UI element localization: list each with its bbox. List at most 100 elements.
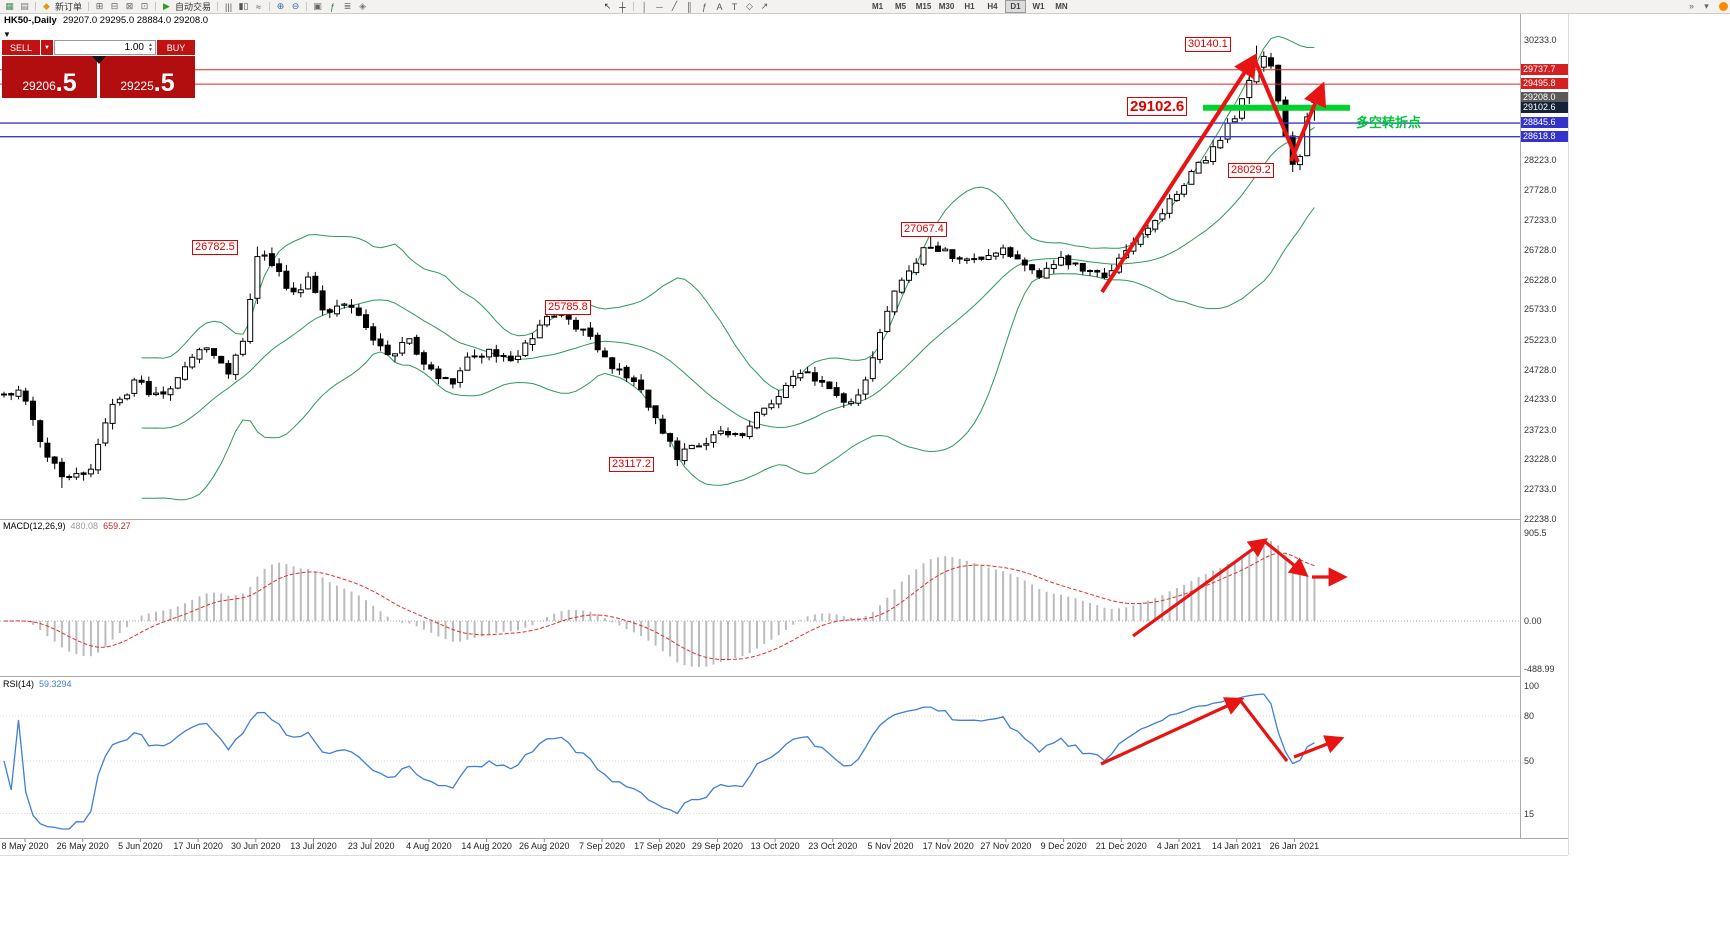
- pivot-note-text[interactable]: 多空转折点: [1356, 115, 1422, 130]
- timeframe-m30-button[interactable]: M30: [938, 2, 955, 11]
- timeframe-h4-button[interactable]: H4: [987, 2, 998, 11]
- candlestick-series[interactable]: [1, 45, 1318, 488]
- horizontal-level-lines[interactable]: [0, 69, 1520, 138]
- price-annotation[interactable]: 23117.2: [609, 457, 654, 472]
- macd-indicator-label: MACD(12,26,9) 480.08 659.27: [3, 521, 131, 531]
- volume-spinner[interactable]: ▲ ▼: [146, 41, 155, 54]
- rsi-level-lines: [0, 715, 1520, 814]
- notification-dot-icon[interactable]: [1719, 2, 1728, 11]
- sell-dropdown-icon[interactable]: ▼: [41, 40, 53, 55]
- label-icon[interactable]: T: [731, 1, 738, 12]
- price-annotation[interactable]: 28029.2: [1228, 163, 1274, 178]
- timeframe-m5-button[interactable]: M5: [894, 2, 907, 11]
- toolbar-menu-icon[interactable]: ▾: [1704, 1, 1709, 12]
- zoom-out-icon[interactable]: ⊖: [291, 1, 300, 11]
- macd-panel-divider[interactable]: [0, 519, 1568, 520]
- symbol-timeframe-label: HK50-,Daily: [4, 15, 57, 26]
- new-chart-icon[interactable]: ▦: [5, 1, 14, 11]
- date-label: 26 Jan 2021: [1269, 841, 1320, 851]
- date-label: 26 May 2020: [56, 841, 109, 851]
- timeframe-w1-button[interactable]: W1: [1032, 2, 1045, 11]
- data-window-icon[interactable]: ⊟: [110, 1, 119, 11]
- date-label: 23 Oct 2020: [808, 841, 858, 851]
- rsi-tick-label: 100: [1524, 681, 1540, 691]
- profiles-icon[interactable]: ▤: [20, 1, 29, 11]
- buy-price: 29225: [120, 79, 154, 93]
- price-annotation[interactable]: 29102.6: [1127, 97, 1188, 116]
- price-badge-pivot: 29102.6: [1521, 101, 1568, 113]
- date-label: 14 Jan 2021: [1211, 841, 1262, 851]
- sell-price-button[interactable]: 29206.5: [2, 56, 97, 98]
- zoom-in-icon[interactable]: ⊕: [276, 1, 285, 11]
- date-label: 13 Jul 2020: [290, 841, 337, 851]
- navigator-icon[interactable]: ⊠: [125, 1, 134, 11]
- chart-canvas[interactable]: [0, 0, 1520, 853]
- rsi-tick-label: 80: [1524, 711, 1535, 721]
- macd-histogram: [10, 541, 1316, 667]
- price-tick-label: 24233.0: [1524, 394, 1557, 405]
- date-axis-divider: [0, 838, 1568, 839]
- date-label: 5 Nov 2020: [867, 841, 914, 851]
- buy-price-pips: .5: [153, 69, 175, 97]
- market-watch-icon[interactable]: ⊞: [95, 1, 104, 11]
- timeframe-m1-button[interactable]: M1: [871, 2, 884, 11]
- price-tick-label: 27728.0: [1524, 185, 1557, 195]
- bar-chart-icon[interactable]: |||: [225, 1, 233, 12]
- timeframe-h1-button[interactable]: H1: [964, 2, 975, 11]
- window-bottom-edge: [0, 855, 1568, 856]
- text-icon[interactable]: A: [716, 1, 723, 12]
- arrow-tool-icon[interactable]: ↗: [760, 1, 769, 11]
- sell-button[interactable]: SELL: [2, 40, 40, 55]
- toolbar-more-icon[interactable]: »: [1688, 1, 1694, 12]
- toolbar-separator: [306, 2, 308, 11]
- channel-icon[interactable]: ║: [686, 1, 693, 12]
- cursor-icon[interactable]: ↖: [603, 1, 612, 11]
- toolbar-timeframe-group: M1 M5 M15 M30 H1 H4 D1 W1 MN: [866, 0, 1073, 13]
- price-annotation[interactable]: 25785.8: [545, 300, 591, 315]
- price-annotation[interactable]: 26782.5: [192, 240, 238, 255]
- indicator-list-icon[interactable]: ≣: [343, 1, 352, 11]
- rsi-panel-divider[interactable]: [0, 676, 1568, 677]
- fibonacci-icon[interactable]: ƒ: [701, 1, 707, 12]
- price-annotation[interactable]: 30140.1: [1185, 37, 1231, 52]
- spinner-up-icon[interactable]: ▲: [148, 41, 153, 48]
- buy-price-button[interactable]: 29225.5: [100, 56, 195, 98]
- price-axis[interactable]: 30233.0 28223.0 27728.0 27233.0 26728.0 26228…: [1521, 14, 1568, 838]
- volume-input[interactable]: [55, 41, 146, 54]
- vertical-line-icon[interactable]: │: [641, 1, 648, 12]
- new-order-label[interactable]: 新订单: [55, 2, 83, 12]
- price-tick-label: 25223.0: [1524, 335, 1557, 345]
- line-chart-icon[interactable]: ≈: [256, 1, 261, 12]
- price-tick-label: 30233.0: [1524, 35, 1557, 45]
- buy-button[interactable]: BUY: [157, 40, 195, 55]
- shapes-icon[interactable]: ◇: [746, 1, 753, 11]
- autotrading-label[interactable]: 自动交易: [175, 2, 212, 12]
- terminal-icon[interactable]: ⊡: [140, 1, 149, 11]
- timeframe-d1-button[interactable]: D1: [1005, 0, 1026, 13]
- date-axis[interactable]: 8 May 2020 26 May 2020 5 Jun 2020 17 Jun 20…: [0, 839, 1520, 854]
- price-tick-label: 27233.0: [1524, 214, 1557, 225]
- tile-windows-icon[interactable]: ▣: [313, 1, 322, 11]
- crosshair-icon[interactable]: ┼: [619, 1, 626, 12]
- timeframe-mn-button[interactable]: MN: [1055, 2, 1068, 11]
- trend-arrows[interactable]: [1100, 52, 1348, 766]
- indicators-icon[interactable]: ƒ: [330, 1, 336, 12]
- rsi-tick-label: 50: [1524, 756, 1535, 766]
- new-order-icon[interactable]: ◆: [43, 1, 50, 11]
- toolbar-separator: [155, 2, 157, 11]
- horizontal-line-icon[interactable]: ─: [656, 1, 663, 12]
- toolbar-left-group: ▦ ▤ ◆ 新订单 ⊞ ⊟ ⊠ ⊡ ▶ 自动交易 ||| ▮▯ ≈ ⊕ ⊖ ▣ ƒ ≣ ◈: [2, 0, 370, 13]
- spinner-down-icon[interactable]: ▼: [148, 46, 153, 53]
- candlestick-chart-icon[interactable]: ▮▯: [238, 1, 249, 11]
- trade-panel-toggle-icon[interactable]: ▼: [3, 30, 11, 39]
- templates-icon[interactable]: ◈: [359, 1, 366, 11]
- trendline-icon[interactable]: ╱: [671, 1, 678, 11]
- macd-tick-label: 0.00: [1524, 616, 1542, 626]
- price-badge-red: 29737.7: [1521, 63, 1568, 75]
- timeframe-m15-button[interactable]: M15: [915, 2, 932, 11]
- price-tick-label: 22238.0: [1524, 513, 1557, 524]
- autotrading-icon[interactable]: ▶: [163, 1, 170, 11]
- price-tick-label: 26228.0: [1524, 274, 1557, 285]
- price-annotation[interactable]: 27067.4: [901, 222, 947, 237]
- toolbar-draw-group: ↖ ┼ │ ─ ╱ ║ ƒ A T ◇ ↗: [600, 0, 772, 13]
